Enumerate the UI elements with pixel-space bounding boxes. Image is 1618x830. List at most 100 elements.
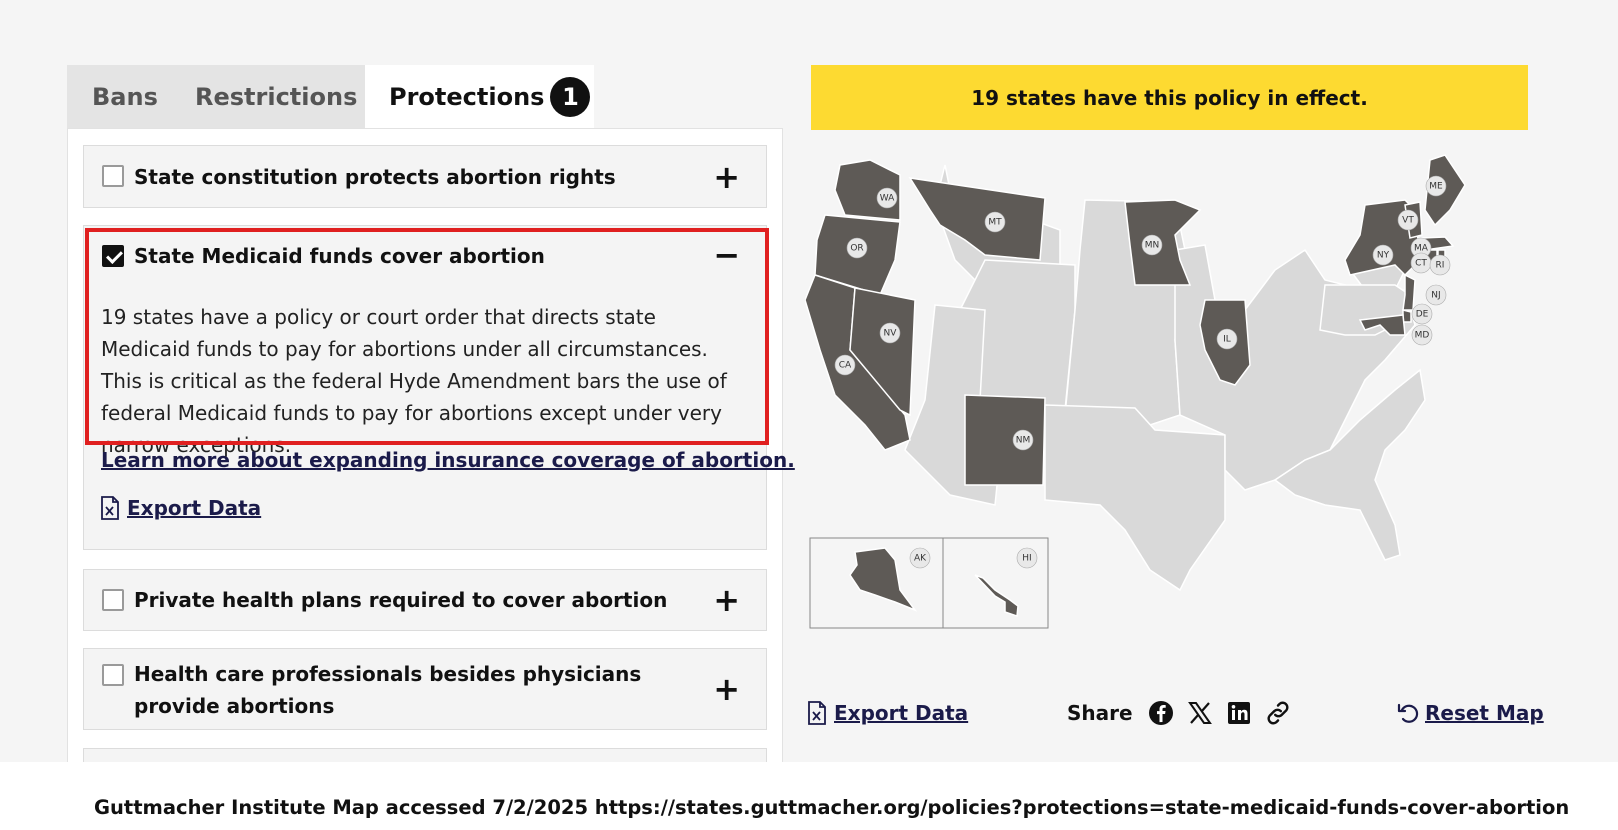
policy-item-label: State constitution protects abortion rig…	[134, 165, 616, 189]
policy-item-constitution: State constitution protects abortion rig…	[83, 145, 767, 208]
svg-text:MT: MT	[988, 218, 1002, 228]
expand-icon[interactable]: +	[713, 581, 740, 619]
policy-checkbox[interactable]	[102, 165, 124, 187]
policy-checkbox[interactable]	[102, 664, 124, 686]
policy-checkbox[interactable]	[102, 245, 124, 267]
tab-label: Protections	[389, 83, 545, 111]
svg-text:CT: CT	[1415, 259, 1427, 269]
state-label-mn: MN	[1141, 234, 1163, 256]
state-label-ak: AK	[909, 547, 931, 569]
policy-description: 19 states have a policy or court order t…	[101, 305, 727, 457]
export-data-label: Export Data	[834, 701, 969, 725]
policy-tabs: Bans Restrictions Protections 1	[67, 65, 594, 129]
inset-frame-hi	[942, 537, 1049, 629]
state-label-ct: CT	[1410, 252, 1432, 274]
state-label-ca: CA	[834, 354, 856, 376]
policy-item-header[interactable]: State Medicaid funds cover abortion −	[84, 226, 766, 286]
tab-restrictions[interactable]: Restrictions	[171, 65, 365, 129]
svg-text:NJ: NJ	[1431, 291, 1440, 301]
svg-text:IL: IL	[1223, 335, 1231, 345]
excel-file-icon	[808, 701, 826, 725]
state-label-ri: RI	[1429, 254, 1451, 276]
svg-text:CA: CA	[839, 361, 852, 371]
state-tx-region[interactable]	[1044, 404, 1226, 592]
svg-text:VT: VT	[1402, 216, 1414, 226]
banner-text: 19 states have this policy in effect.	[971, 85, 1368, 110]
policy-item-health-professionals: Health care professionals besides physic…	[83, 648, 767, 730]
policy-item-header[interactable]: Health care professionals besides physic…	[84, 649, 766, 731]
policy-item-private-plans: Private health plans required to cover a…	[83, 569, 767, 631]
svg-text:NY: NY	[1377, 251, 1390, 261]
state-ak[interactable]	[849, 547, 918, 612]
state-label-hi: HI	[1016, 547, 1038, 569]
reset-map-button[interactable]: Reset Map	[1397, 695, 1544, 731]
app-area: Bans Restrictions Protections 1 State con…	[0, 0, 1618, 762]
state-nm[interactable]	[964, 394, 1046, 486]
us-map[interactable]: WA OR CA NV MT NM MN IL NY VT ME MA CT RI NJ DE MD AK HI	[804, 150, 1535, 660]
caption: Guttmacher Institute Map accessed 7/2/20…	[94, 796, 1570, 819]
tab-protections[interactable]: Protections 1	[365, 65, 594, 129]
undo-icon	[1397, 703, 1419, 723]
linkedin-icon[interactable]	[1225, 699, 1253, 727]
policy-item-next	[83, 748, 767, 762]
policy-item-label: Private health plans required to cover a…	[134, 588, 668, 612]
reset-map-label: Reset Map	[1425, 701, 1544, 725]
state-mn[interactable]	[1124, 199, 1202, 286]
svg-text:WA: WA	[880, 194, 895, 204]
state-label-mt: MT	[984, 211, 1006, 233]
tab-label: Restrictions	[195, 83, 358, 111]
state-southeast-region[interactable]	[1273, 368, 1426, 561]
policy-checkbox[interactable]	[102, 589, 124, 611]
svg-text:MN: MN	[1145, 241, 1160, 251]
svg-text:OR: OR	[850, 244, 863, 254]
export-data-label: Export Data	[127, 496, 262, 520]
expand-icon[interactable]: +	[713, 670, 740, 708]
svg-text:MD: MD	[1415, 331, 1430, 341]
facebook-icon[interactable]	[1147, 699, 1175, 727]
map-export-data-link[interactable]: Export Data	[808, 695, 968, 731]
tab-label: Bans	[92, 83, 158, 111]
svg-text:NV: NV	[884, 329, 898, 339]
tab-bans[interactable]: Bans	[67, 65, 171, 129]
svg-text:NM: NM	[1016, 436, 1031, 446]
svg-text:HI: HI	[1022, 554, 1031, 564]
state-label-il: IL	[1216, 328, 1238, 350]
tab-count-badge: 1	[550, 77, 591, 117]
state-label-vt: VT	[1397, 209, 1419, 231]
share-label: Share	[1067, 701, 1133, 725]
policy-item-medicaid: State Medicaid funds cover abortion −	[83, 225, 767, 550]
collapse-icon[interactable]: −	[713, 236, 740, 274]
svg-text:RI: RI	[1436, 261, 1445, 271]
state-label-or: OR	[846, 237, 868, 259]
expand-icon[interactable]: +	[713, 158, 740, 196]
state-label-me: ME	[1425, 175, 1447, 197]
policy-item-label: State Medicaid funds cover abortion	[134, 244, 545, 268]
state-label-de: DE	[1411, 303, 1433, 325]
svg-text:ME: ME	[1429, 182, 1443, 192]
state-label-nm: NM	[1012, 429, 1034, 451]
svg-text:AK: AK	[914, 554, 927, 564]
export-data-link[interactable]: Export Data	[101, 496, 261, 520]
svg-text:DE: DE	[1416, 310, 1429, 320]
state-label-wa: WA	[876, 187, 898, 209]
state-nj[interactable]	[1402, 273, 1416, 311]
policy-item-label: Health care professionals besides physic…	[134, 662, 642, 718]
policy-item-header[interactable]: Private health plans required to cover a…	[84, 570, 766, 632]
x-icon[interactable]	[1186, 699, 1214, 727]
link-icon[interactable]	[1264, 699, 1292, 727]
state-label-md: MD	[1411, 324, 1433, 346]
state-label-nv: NV	[879, 322, 901, 344]
svg-text:MA: MA	[1414, 244, 1429, 254]
learn-more-link[interactable]: Learn more about expanding insurance cov…	[101, 448, 795, 472]
state-nv[interactable]	[849, 287, 916, 417]
policy-item-header[interactable]: State constitution protects abortion rig…	[84, 146, 766, 209]
highlight-frame	[85, 228, 769, 445]
state-mt[interactable]	[908, 177, 1046, 261]
state-hi[interactable]	[974, 574, 1019, 618]
state-md[interactable]	[1358, 314, 1406, 336]
state-label-nj: NJ	[1425, 284, 1447, 306]
policy-count-banner: 19 states have this policy in effect.	[811, 65, 1528, 130]
state-label-ny: NY	[1372, 244, 1394, 266]
share-bar: Share	[1067, 695, 1303, 731]
